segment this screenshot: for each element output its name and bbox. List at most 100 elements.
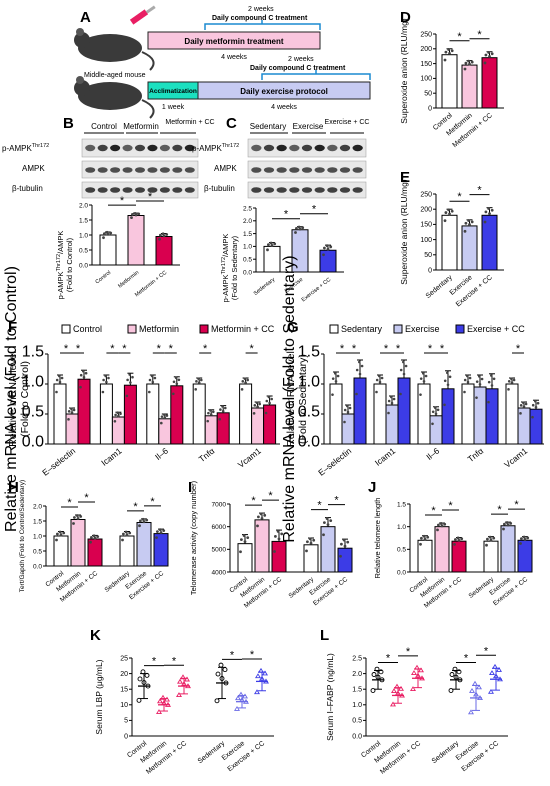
- data-point: [56, 532, 59, 536]
- row1-top-weeks: 2 weeks: [248, 6, 274, 13]
- data-point: [454, 538, 457, 541]
- data-point: [130, 216, 133, 220]
- data-point: [492, 536, 496, 540]
- bar: [461, 64, 478, 109]
- blot-band: [110, 144, 121, 152]
- data-point: [375, 390, 378, 394]
- data-point: [142, 520, 146, 524]
- data-point: [263, 513, 267, 517]
- bar: [451, 540, 467, 573]
- data-point: [177, 378, 181, 382]
- data-point: [523, 538, 527, 541]
- legend-swatch: [393, 324, 403, 334]
- data-point: [139, 519, 142, 523]
- data-point: [531, 415, 534, 419]
- significance-star: *: [484, 645, 489, 657]
- data-point: [163, 696, 171, 702]
- blot-band: [172, 187, 183, 193]
- data-point: [484, 53, 488, 57]
- legend-label: Exercise + CC: [467, 324, 525, 334]
- data-point: [55, 378, 59, 382]
- metformin-treatment-bar: [147, 31, 321, 50]
- y-tick-label: 0.5: [22, 403, 44, 420]
- data-point: [531, 403, 535, 407]
- blot-band: [289, 187, 300, 193]
- significance-star: *: [312, 204, 317, 216]
- data-point: [242, 534, 246, 538]
- data-point: [160, 700, 168, 706]
- y-tick-label: 0.5: [33, 548, 42, 555]
- data-point: [242, 698, 250, 704]
- data-point: [153, 376, 157, 380]
- significance-star: *: [284, 209, 289, 221]
- y-tick-label: 0.0: [243, 269, 252, 276]
- data-point: [358, 372, 362, 376]
- data-point: [67, 410, 71, 413]
- data-point: [346, 410, 350, 414]
- blot-band: [327, 144, 338, 152]
- acclim-weeks: 1 week: [162, 104, 185, 111]
- blot-band: [110, 187, 121, 193]
- y-tick-label: 1.0: [79, 232, 88, 239]
- data-point: [419, 377, 423, 380]
- data-point: [176, 678, 184, 684]
- row2-below-weeks: 4 weeks: [271, 104, 297, 111]
- y-tick-label: 1.5: [352, 687, 362, 694]
- blot-b-col-2: Metformin + CC: [165, 119, 214, 126]
- data-point: [159, 233, 162, 237]
- bar: [417, 383, 431, 445]
- data-point: [456, 536, 460, 540]
- row2-top-treatment: Daily compound C treatment: [250, 65, 346, 72]
- x-tick-label: Sedentary: [253, 277, 277, 297]
- data-point: [156, 698, 164, 704]
- significance-star: *: [169, 343, 174, 355]
- data-point: [436, 528, 439, 532]
- blot-band: [134, 187, 146, 193]
- data-point: [106, 232, 110, 236]
- data-point: [457, 677, 463, 683]
- data-point: [379, 677, 385, 683]
- y-tick-label: 100: [420, 76, 432, 83]
- bar: [441, 388, 455, 445]
- chart-d: 0 50 100 150 200 250 Superoxide anion (RLU/mg)…: [399, 18, 504, 149]
- data-point: [419, 393, 422, 396]
- blot-band: [289, 144, 300, 152]
- significance-star: *: [464, 652, 469, 664]
- blot-band: [251, 187, 262, 193]
- data-point: [141, 517, 145, 521]
- data-point: [413, 664, 421, 670]
- data-point: [221, 405, 224, 408]
- y-axis-label: Relative mRNA level: [7, 351, 19, 447]
- blot-band: [97, 144, 108, 152]
- significance-star: *: [497, 504, 502, 516]
- data-point: [340, 542, 343, 546]
- panel-a: A Middle-aged mouse 2 weeks Daily compou…: [74, 5, 371, 119]
- legend-swatch: [61, 324, 71, 334]
- data-point: [410, 670, 418, 675]
- data-point: [309, 541, 313, 545]
- significance-star: *: [150, 496, 155, 508]
- blot-b-row-2: β-tubulin: [12, 184, 43, 193]
- data-point: [148, 390, 151, 394]
- blot-band: [301, 144, 313, 152]
- significance-star: *: [516, 343, 521, 355]
- y-tick-label: 10: [120, 702, 128, 709]
- bar: [434, 526, 450, 573]
- data-point: [470, 60, 474, 64]
- data-point: [472, 691, 480, 697]
- data-point: [119, 412, 122, 416]
- data-point: [422, 534, 426, 538]
- data-point: [397, 685, 405, 691]
- legend-label: Exercise: [405, 324, 440, 334]
- bar: [337, 547, 353, 573]
- legend-swatch: [329, 324, 339, 334]
- data-point: [156, 530, 159, 533]
- data-point: [180, 680, 188, 686]
- data-point: [140, 669, 146, 675]
- blot-c-col-1: Exercise: [293, 122, 324, 131]
- data-point: [487, 688, 495, 694]
- y-axis-label: Serum I–FABP (ng/mL): [325, 653, 335, 741]
- y-tick-label: 1.0: [22, 373, 44, 390]
